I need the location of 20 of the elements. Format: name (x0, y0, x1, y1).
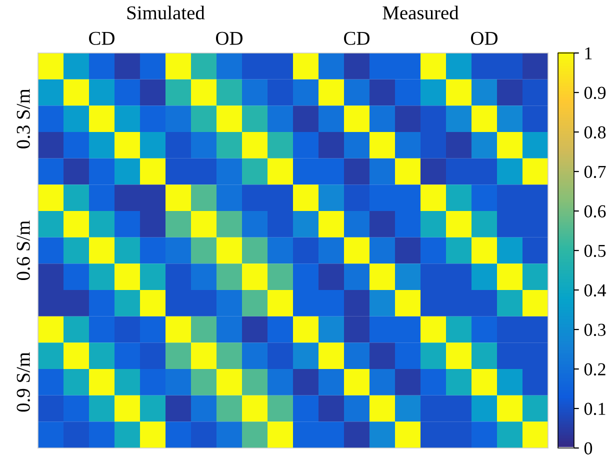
color-bar-label: 0 (584, 442, 592, 454)
y-tick-label: 0.6 S/m (16, 220, 30, 280)
x-tick-label: OD (216, 32, 243, 45)
color-bar-label: 0.4 (584, 284, 606, 297)
color-bar-label: 0.8 (584, 126, 606, 139)
color-bar-label: 0.2 (584, 363, 606, 376)
color-bar-label: 0.3 (584, 324, 606, 336)
color-bar-label: 0.7 (584, 166, 606, 178)
text: Simulated (127, 6, 205, 20)
y-tick-label: 0.9 S/m (16, 352, 30, 412)
color-bar-label: 0.9 (584, 86, 606, 100)
x-tick-label: CD (89, 32, 114, 45)
color-bar-label: 0.1 (584, 402, 606, 416)
color-bar-label: 0.5 (584, 244, 606, 258)
color-bar-label: 0.6 (584, 205, 606, 218)
y-tick-label: 0.3 S/m (16, 88, 30, 148)
color-bar-label: 1 (585, 47, 592, 60)
x-tick-label: CD (344, 32, 370, 45)
text: Measured (382, 6, 459, 20)
x-tick-label: OD (471, 32, 498, 45)
